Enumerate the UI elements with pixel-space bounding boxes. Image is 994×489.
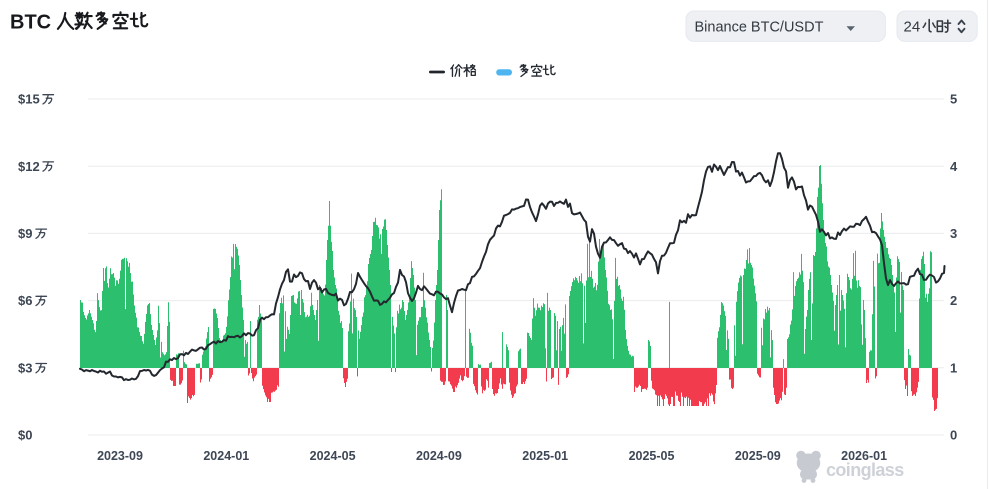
svg-text:2024-09: 2024-09 [416,449,462,463]
svg-text:2: 2 [950,293,957,308]
svg-text:$3: $3 [18,360,32,375]
svg-text:5: 5 [950,92,957,107]
svg-text:Binance BTC/USDT: Binance BTC/USDT [695,19,824,35]
svg-text:2025-01: 2025-01 [522,449,568,463]
svg-text:$6: $6 [18,293,32,308]
svg-text:$9: $9 [18,226,32,241]
svg-text:2024-05: 2024-05 [310,449,356,463]
svg-text:4: 4 [950,159,958,174]
svg-text:1: 1 [950,360,957,375]
svg-text:24: 24 [904,18,921,35]
svg-text:BTC: BTC [10,12,51,34]
svg-text:2024-01: 2024-01 [203,449,249,463]
svg-text:$0: $0 [18,428,32,443]
svg-text:$15: $15 [18,92,40,107]
svg-text:coinglass: coinglass [826,460,904,480]
svg-text:$12: $12 [18,159,40,174]
svg-text:3: 3 [950,226,957,241]
svg-text:2025-05: 2025-05 [629,449,675,463]
svg-text:0: 0 [950,428,957,443]
svg-text:2025-09: 2025-09 [735,449,781,463]
svg-text:2023-09: 2023-09 [97,449,143,463]
svg-text:2026-01: 2026-01 [841,449,887,463]
